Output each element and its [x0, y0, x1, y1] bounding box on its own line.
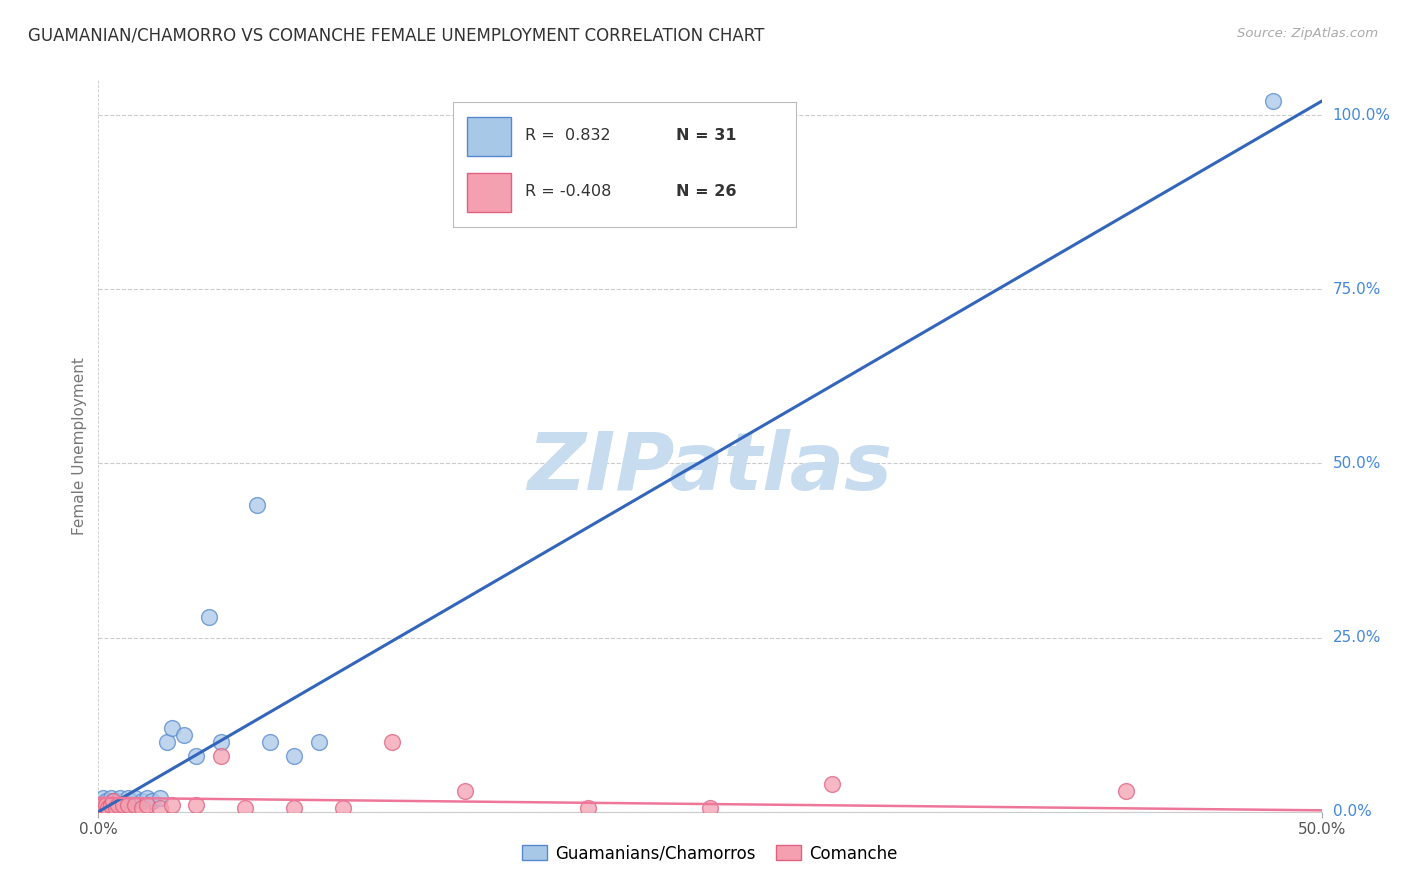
Point [110, 790, 132, 805]
Point [209, 735, 232, 749]
Point [233, 801, 256, 815]
Y-axis label: Female Unemployment: Female Unemployment [72, 357, 87, 535]
Point [94, 797, 117, 812]
Point [117, 790, 139, 805]
Point [160, 721, 183, 735]
FancyBboxPatch shape [467, 117, 512, 156]
Point [246, 498, 269, 512]
Point [156, 735, 179, 749]
Point [97, 799, 120, 814]
Point [136, 790, 159, 805]
Point [124, 790, 146, 805]
Point [576, 801, 599, 815]
Text: 100.0%: 100.0% [1333, 108, 1391, 122]
Point [131, 801, 153, 815]
Point [104, 797, 127, 812]
Point [141, 794, 163, 808]
Text: Source: ZipAtlas.com: Source: ZipAtlas.com [1237, 27, 1378, 40]
Point [124, 797, 146, 812]
Text: 0.0%: 0.0% [1333, 805, 1371, 819]
Text: 75.0%: 75.0% [1333, 282, 1381, 297]
Point [209, 749, 232, 764]
Point [131, 794, 153, 808]
Point [381, 735, 404, 749]
FancyBboxPatch shape [467, 173, 512, 211]
Point [283, 801, 305, 815]
Point [160, 797, 183, 812]
Point [259, 735, 281, 749]
Point [699, 801, 721, 815]
Point [94, 794, 117, 808]
Point [111, 797, 134, 812]
Text: R = -0.408: R = -0.408 [524, 185, 612, 199]
Point [308, 735, 330, 749]
Point [104, 801, 127, 815]
Point [197, 609, 219, 624]
Point [101, 794, 124, 808]
Point [117, 797, 139, 812]
Point [100, 797, 122, 812]
Text: N = 26: N = 26 [676, 185, 737, 199]
Text: ZIPatlas: ZIPatlas [527, 429, 893, 507]
Point [91, 797, 114, 812]
Point [111, 797, 134, 812]
Point [94, 797, 117, 812]
Point [136, 797, 159, 812]
Text: 50.0%: 50.0% [1333, 456, 1381, 471]
Point [173, 728, 195, 742]
Point [97, 801, 120, 815]
Point [186, 749, 208, 764]
Point [120, 794, 142, 808]
Point [186, 797, 208, 812]
Point [821, 777, 844, 791]
Point [149, 801, 172, 815]
Point [149, 790, 172, 805]
Point [107, 797, 129, 812]
Point [107, 794, 129, 808]
Point [90, 801, 112, 815]
Point [100, 797, 122, 812]
Point [1261, 94, 1284, 108]
Point [1115, 784, 1137, 798]
Text: GUAMANIAN/CHAMORRO VS COMANCHE FEMALE UNEMPLOYMENT CORRELATION CHART: GUAMANIAN/CHAMORRO VS COMANCHE FEMALE UN… [28, 27, 765, 45]
Point [91, 797, 114, 812]
Point [90, 797, 112, 812]
Point [100, 790, 122, 805]
Legend: Guamanians/Chamorros, Comanche: Guamanians/Chamorros, Comanche [516, 838, 904, 869]
Text: N = 31: N = 31 [676, 128, 737, 144]
Text: R =  0.832: R = 0.832 [524, 128, 610, 144]
Point [283, 749, 305, 764]
Text: 25.0%: 25.0% [1333, 630, 1381, 645]
Point [454, 784, 477, 798]
Point [332, 801, 354, 815]
Point [91, 790, 114, 805]
Point [101, 794, 124, 808]
